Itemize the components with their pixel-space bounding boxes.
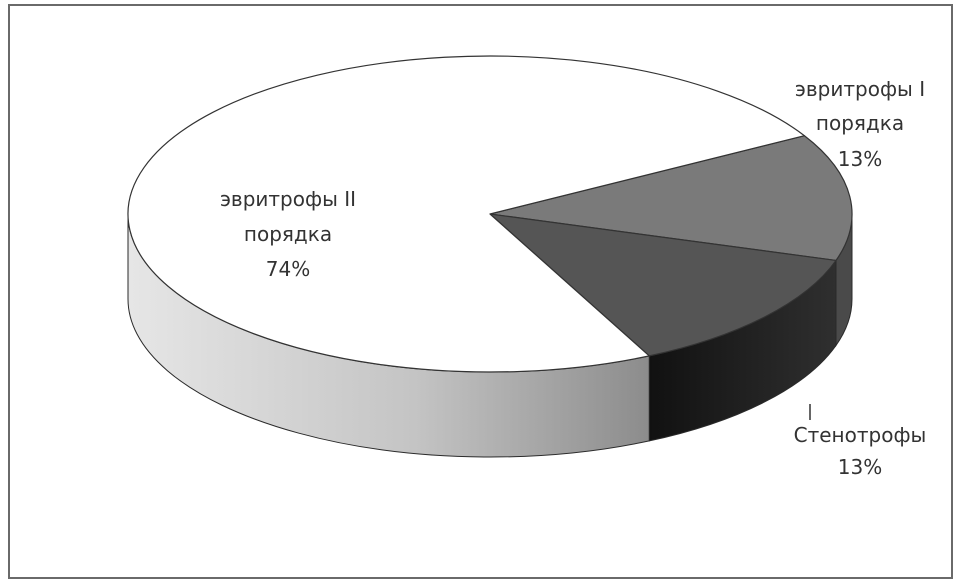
pie-slice xyxy=(489,135,853,262)
pie-slice xyxy=(489,213,837,357)
slice-label-stenotrophs: Стенотрофы 13% xyxy=(794,404,927,479)
slice-label-line: эвритрофы I xyxy=(795,77,925,101)
slice-percent-label: 13% xyxy=(838,147,882,171)
slice-percent-label: 74% xyxy=(266,257,310,281)
slice-label-line: порядка xyxy=(816,111,904,135)
slice-percent-label: 13% xyxy=(838,455,882,479)
pie-slice xyxy=(127,55,806,373)
slice-label-eurytrophs-2: эвритрофы II порядка 74% xyxy=(220,187,356,281)
slice-label-eurytrophs-1: эвритрофы I порядка 13% xyxy=(795,77,925,171)
slice-label-line: Стенотрофы xyxy=(794,423,927,447)
slice-label-line: эвритрофы II xyxy=(220,187,356,211)
slice-label-line: порядка xyxy=(244,222,332,246)
